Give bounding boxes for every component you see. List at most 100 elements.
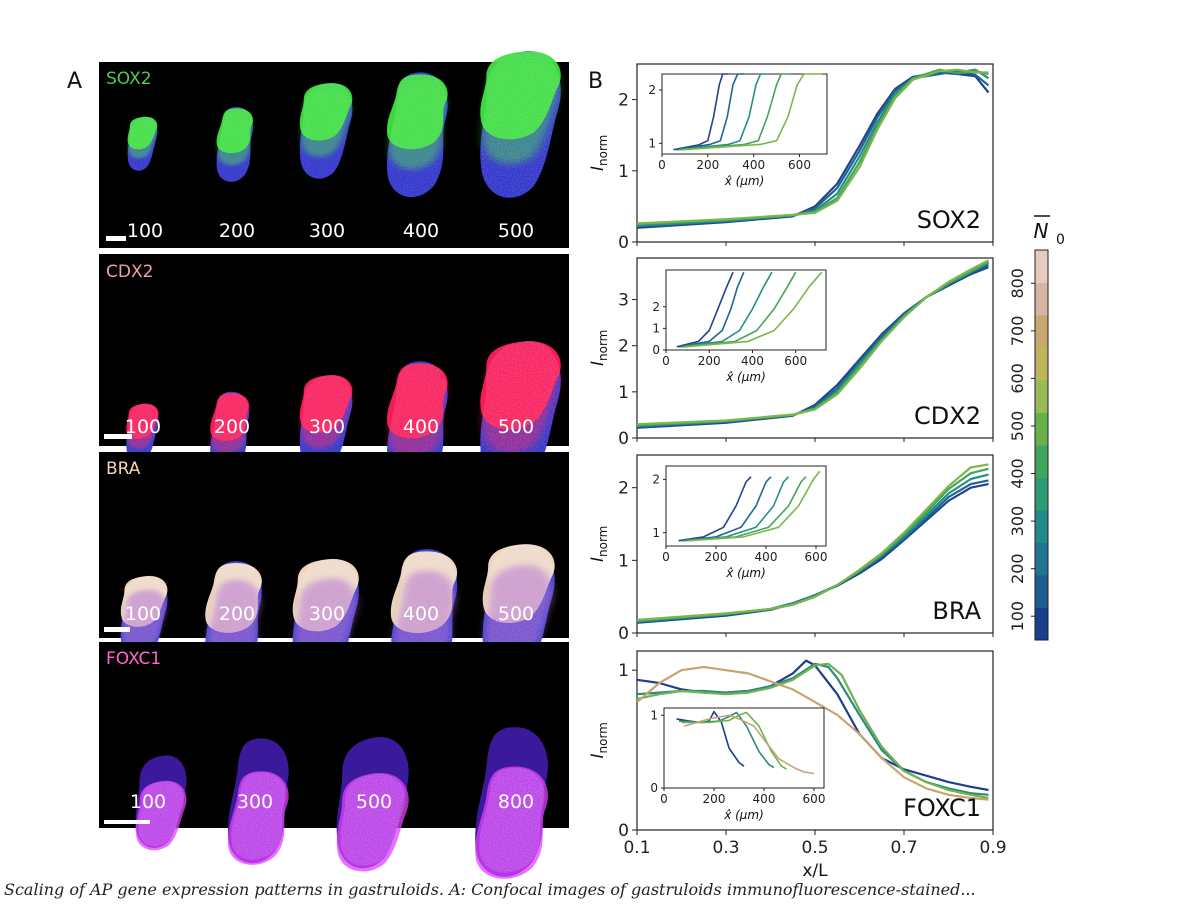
size-label: 400 bbox=[403, 416, 439, 438]
size-label: 400 bbox=[403, 603, 439, 625]
inset-plot-frame bbox=[663, 707, 825, 789]
y-tick-label: 1 bbox=[618, 551, 629, 571]
microscopy-row-foxc1: FOXC1 100 300 500 800 bbox=[99, 642, 569, 879]
inset-series-line-500 bbox=[688, 470, 821, 542]
y-axis-label: Inorm bbox=[588, 330, 610, 366]
stain-speckle bbox=[231, 772, 286, 860]
colorbar-segment bbox=[1035, 282, 1048, 316]
colorbar-segment bbox=[1035, 607, 1048, 641]
series-line-800 bbox=[636, 665, 989, 801]
scale-bar bbox=[104, 820, 150, 824]
inset-x-tick-label: 600 bbox=[784, 354, 807, 368]
inset-x-tick-label: 400 bbox=[755, 550, 778, 564]
inset-x-tick-label: 200 bbox=[698, 354, 721, 368]
size-label: 100 bbox=[130, 791, 166, 813]
inset-x-tick-label: 600 bbox=[803, 792, 826, 806]
y-tick-label: 0 bbox=[618, 821, 629, 841]
size-label: 300 bbox=[309, 220, 345, 242]
size-label: 200 bbox=[219, 603, 255, 625]
stain-speckle bbox=[216, 107, 253, 182]
inset-x-axis-label: x̂ (μm) bbox=[724, 174, 765, 188]
gastruloid-image bbox=[120, 575, 168, 661]
gastruloid-image bbox=[475, 727, 548, 879]
stain-speckle bbox=[387, 72, 448, 198]
inset-y-tick-label: 2 bbox=[652, 300, 660, 314]
gastruloid-image bbox=[387, 72, 448, 198]
inset-series-line-500 bbox=[685, 271, 823, 348]
y-tick-label: 0 bbox=[618, 233, 629, 253]
gastruloid-image bbox=[126, 403, 159, 463]
y-tick-label: 1 bbox=[618, 661, 629, 681]
inset-x-tick-label: 400 bbox=[742, 158, 765, 172]
stain-speckle bbox=[138, 781, 185, 847]
inset-chart: 1 2 0 200 400 600 x̂ (μm) bbox=[648, 73, 828, 188]
colorbar-segment bbox=[1035, 510, 1048, 543]
x-tick-label: 0.5 bbox=[801, 838, 828, 858]
gastruloid-image bbox=[299, 374, 353, 471]
inset-x-tick-label: 600 bbox=[805, 550, 828, 564]
gene-label: FOXC1 bbox=[903, 794, 981, 822]
inset-x-tick-label: 600 bbox=[788, 158, 811, 172]
y-axis-label: Inorm bbox=[588, 135, 610, 171]
inset-series-line-200 bbox=[675, 73, 745, 151]
y-tick-label: 1 bbox=[618, 162, 629, 182]
inset-series-line-400 bbox=[683, 271, 797, 348]
inset-x-tick-label: 400 bbox=[753, 792, 776, 806]
inset-y-tick-label: 1 bbox=[650, 708, 658, 722]
stain-speckle bbox=[480, 341, 561, 488]
gastruloid-image bbox=[216, 107, 253, 182]
inset-x-tick-label: 0 bbox=[662, 550, 670, 564]
stain-speckle bbox=[120, 575, 168, 661]
inset-plot-frame bbox=[661, 73, 828, 155]
size-label: 500 bbox=[498, 220, 534, 242]
gastruloid-image bbox=[299, 82, 353, 179]
inset-x-tick-label: 0 bbox=[660, 792, 668, 806]
colorbar-tick-label: 100 bbox=[1008, 601, 1027, 632]
inset-x-tick-label: 400 bbox=[741, 354, 764, 368]
inset-y-tick-label: 1 bbox=[652, 322, 660, 336]
colorbar-segment bbox=[1035, 380, 1048, 413]
colorbar-tick-label: 400 bbox=[1008, 458, 1027, 489]
gastruloid-image bbox=[210, 391, 250, 472]
inset-y-tick-label: 2 bbox=[652, 473, 660, 487]
scale-bar bbox=[106, 236, 126, 241]
y-axis-label: Inorm bbox=[588, 722, 610, 758]
inset-y-tick-label: 2 bbox=[648, 83, 656, 97]
colorbar: N 0 100 200 300 400 500 600 700 800 bbox=[1008, 215, 1065, 641]
size-label: 500 bbox=[498, 416, 534, 438]
size-label: 500 bbox=[498, 603, 534, 625]
inset-x-axis-label: x̂ (μm) bbox=[725, 370, 766, 384]
inset-y-tick-label: 1 bbox=[652, 526, 660, 540]
inset-plot-frame bbox=[665, 269, 827, 351]
y-axis-label-main: I bbox=[588, 166, 608, 171]
gastruloid-image bbox=[127, 116, 158, 171]
stain-speckle bbox=[299, 82, 353, 179]
colorbar-frame bbox=[1034, 249, 1049, 641]
y-axis-label-sub: norm bbox=[596, 722, 610, 753]
inset-series-line-800 bbox=[683, 714, 815, 775]
inset-series-line-500 bbox=[682, 73, 823, 151]
stain-label-bra: BRA bbox=[106, 459, 141, 479]
inset-y-tick-label: 0 bbox=[650, 781, 658, 795]
scale-bar bbox=[104, 627, 130, 632]
inset-series-line-100 bbox=[678, 476, 752, 542]
size-label: 300 bbox=[309, 416, 345, 438]
inset-x-axis-label: x̂ (μm) bbox=[723, 808, 764, 822]
y-axis-label-sub: norm bbox=[596, 526, 610, 557]
gastruloid-image bbox=[336, 736, 409, 872]
inset-x-tick-label: 0 bbox=[658, 158, 666, 172]
organoid-images-cdx2 bbox=[126, 341, 561, 488]
x-tick-label: 0.9 bbox=[979, 838, 1006, 858]
stain-label-cdx2: CDX2 bbox=[106, 262, 153, 282]
inset-x-tick-label: 0 bbox=[662, 354, 670, 368]
organoid-images-sox2 bbox=[127, 51, 561, 198]
gastruloid-image bbox=[480, 51, 561, 198]
x-tick-label: 0.1 bbox=[623, 838, 650, 858]
size-label: 200 bbox=[219, 220, 255, 242]
colorbar-tick-label: 300 bbox=[1008, 506, 1027, 537]
microscopy-row-cdx2: CDX2 100 200 300 400 500 bbox=[99, 254, 569, 488]
